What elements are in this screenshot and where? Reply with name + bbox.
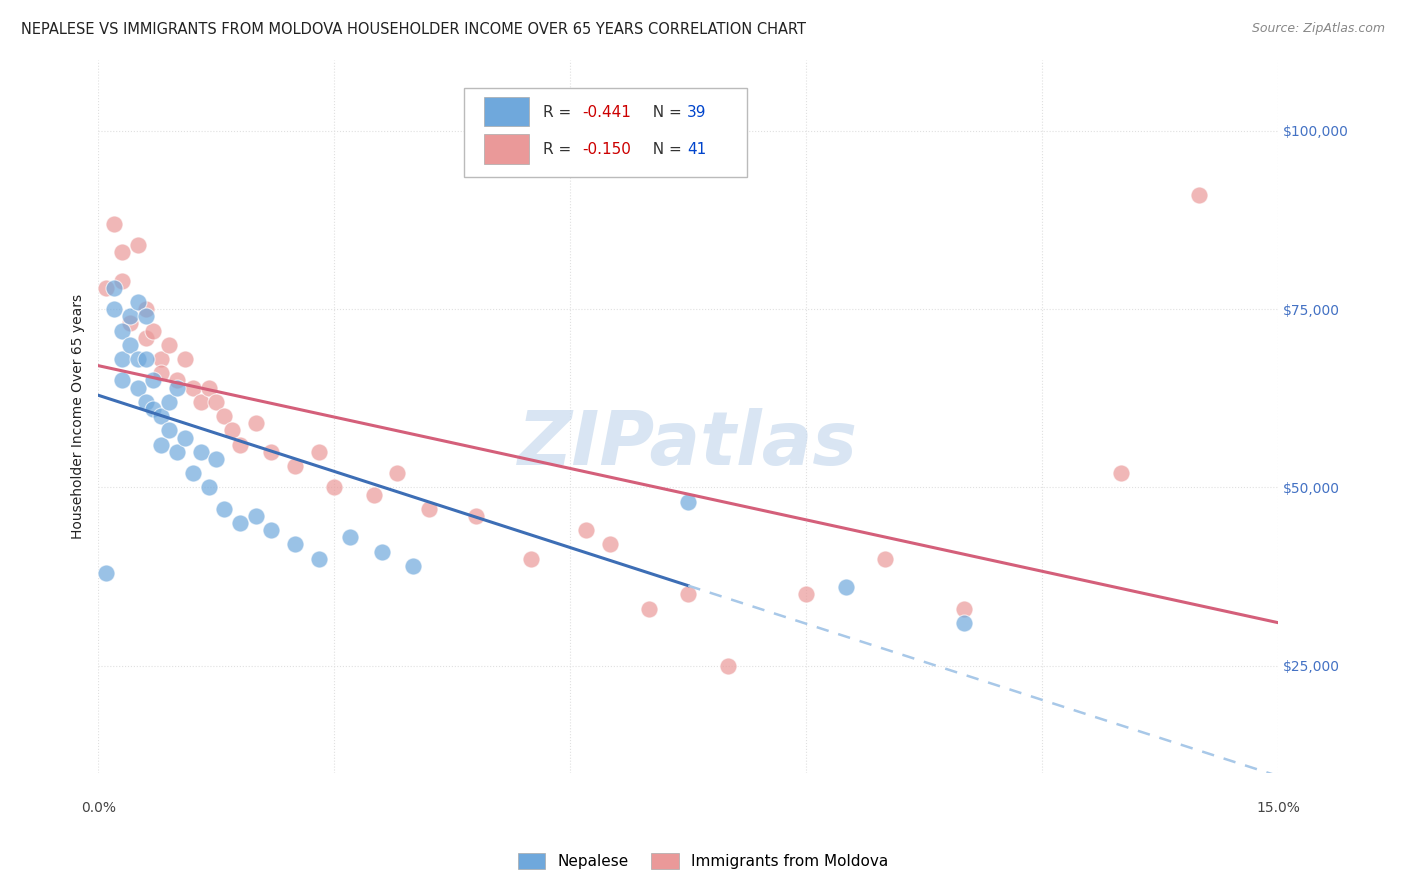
Point: [118, 317, 141, 331]
Point: [308, 444, 330, 458]
Point: [245, 508, 267, 523]
Point: [387, 466, 409, 480]
Point: [370, 544, 392, 558]
Point: [638, 601, 661, 615]
Point: [214, 409, 236, 424]
Text: NEPALESE VS IMMIGRANTS FROM MOLDOVA HOUSEHOLDER INCOME OVER 65 YEARS CORRELATION: NEPALESE VS IMMIGRANTS FROM MOLDOVA HOUS…: [21, 22, 806, 37]
Point: [174, 431, 197, 445]
Point: [834, 580, 856, 594]
Point: [794, 587, 817, 601]
Point: [418, 501, 440, 516]
Point: [284, 537, 307, 551]
Point: [166, 381, 188, 395]
Point: [150, 367, 173, 381]
Point: [127, 352, 149, 367]
Point: [221, 424, 243, 438]
Point: [142, 374, 165, 388]
Point: [118, 310, 141, 324]
Point: [599, 537, 621, 551]
Point: [157, 338, 180, 352]
Point: [127, 295, 149, 310]
Point: [142, 402, 165, 417]
Point: [135, 302, 157, 317]
Point: [181, 381, 204, 395]
Point: [678, 587, 700, 601]
Point: [678, 494, 700, 508]
Point: [166, 444, 188, 458]
Point: [205, 451, 228, 466]
Point: [205, 395, 228, 409]
Text: 41: 41: [688, 143, 706, 158]
Legend: Nepalese, Immigrants from Moldova: Nepalese, Immigrants from Moldova: [512, 847, 894, 875]
Point: [402, 558, 425, 573]
Point: [1109, 466, 1132, 480]
Point: [197, 480, 219, 494]
Point: [174, 352, 197, 367]
Point: [150, 437, 173, 451]
Point: [157, 424, 180, 438]
Point: [127, 238, 149, 252]
Text: -0.150: -0.150: [582, 143, 631, 158]
FancyBboxPatch shape: [464, 88, 747, 178]
Point: [1188, 188, 1211, 202]
Point: [214, 501, 236, 516]
Point: [575, 523, 598, 537]
Point: [111, 274, 134, 288]
Point: [103, 281, 125, 295]
Text: N =: N =: [644, 104, 688, 120]
Text: 15.0%: 15.0%: [1256, 800, 1301, 814]
Point: [323, 480, 346, 494]
Point: [135, 352, 157, 367]
Point: [103, 217, 125, 231]
Point: [520, 551, 543, 566]
Point: [363, 487, 385, 501]
Text: 39: 39: [688, 104, 707, 120]
Point: [260, 523, 283, 537]
Point: [96, 281, 118, 295]
Text: 0.0%: 0.0%: [82, 800, 115, 814]
Point: [157, 395, 180, 409]
Text: -0.441: -0.441: [582, 104, 631, 120]
Point: [190, 395, 212, 409]
Text: R =: R =: [543, 143, 576, 158]
Point: [111, 352, 134, 367]
Point: [96, 566, 118, 580]
Text: N =: N =: [644, 143, 688, 158]
Point: [952, 615, 974, 630]
Point: [111, 324, 134, 338]
Point: [111, 245, 134, 260]
Point: [190, 444, 212, 458]
Point: [118, 338, 141, 352]
Point: [339, 530, 361, 544]
Point: [135, 310, 157, 324]
FancyBboxPatch shape: [484, 135, 529, 164]
Point: [142, 324, 165, 338]
Point: [181, 466, 204, 480]
Point: [716, 658, 738, 673]
Point: [952, 601, 974, 615]
Point: [229, 516, 252, 530]
Point: [166, 374, 188, 388]
Point: [260, 444, 283, 458]
Point: [103, 302, 125, 317]
Point: [464, 508, 486, 523]
Point: [308, 551, 330, 566]
Text: ZIPatlas: ZIPatlas: [519, 409, 858, 481]
Point: [127, 381, 149, 395]
Point: [135, 395, 157, 409]
Point: [873, 551, 896, 566]
Point: [245, 417, 267, 431]
Point: [150, 409, 173, 424]
Text: R =: R =: [543, 104, 576, 120]
Point: [197, 381, 219, 395]
Point: [150, 352, 173, 367]
Y-axis label: Householder Income Over 65 years: Householder Income Over 65 years: [72, 293, 86, 539]
Text: Source: ZipAtlas.com: Source: ZipAtlas.com: [1251, 22, 1385, 36]
Point: [111, 374, 134, 388]
Point: [135, 331, 157, 345]
Point: [229, 437, 252, 451]
Point: [284, 458, 307, 473]
FancyBboxPatch shape: [484, 96, 529, 127]
